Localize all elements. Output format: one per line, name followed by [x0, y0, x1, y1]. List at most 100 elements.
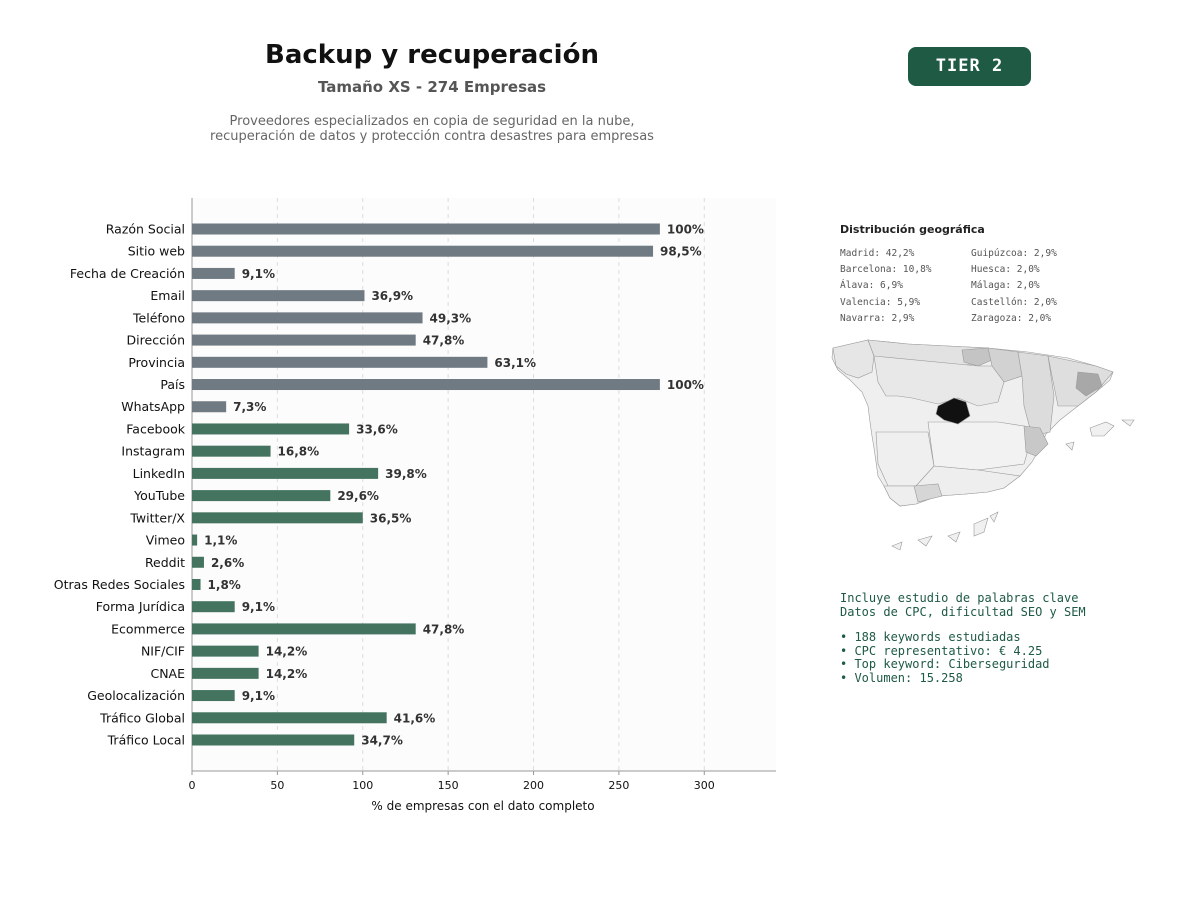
bar — [192, 312, 423, 324]
x-tick-label: 300 — [694, 779, 715, 792]
category-label: Forma Jurídica — [96, 599, 185, 614]
map-region-madrid — [935, 397, 971, 425]
data-label: 47,8% — [423, 334, 465, 348]
geo-item: Guipúzcoa: 2,9% — [971, 248, 1057, 259]
bar — [192, 356, 488, 368]
page-description: Proveedores especializados en copia de s… — [182, 114, 682, 144]
category-label: Instagram — [121, 444, 185, 459]
data-label: 9,1% — [242, 689, 275, 703]
bar — [192, 712, 387, 724]
category-label: Vimeo — [146, 533, 185, 548]
category-label: CNAE — [150, 666, 185, 681]
map-region-mallorca — [1089, 421, 1115, 437]
geo-item: Barcelona: 10,8% — [840, 264, 932, 276]
data-label: 14,2% — [266, 645, 308, 659]
category-label: Razón Social — [106, 222, 185, 237]
map-region-malaga — [913, 483, 943, 503]
category-label: País — [160, 377, 185, 392]
bar — [192, 734, 355, 746]
data-label: 1,8% — [208, 578, 241, 592]
bar — [192, 379, 660, 391]
category-label: Otras Redes Sociales — [54, 577, 185, 592]
data-label: 49,3% — [430, 311, 472, 325]
geo-list-col2: Guipúzcoa: 2,9% Huesca: 2,0% Málaga: 2,0… — [971, 246, 1057, 327]
geo-title: Distribución geográfica — [840, 223, 985, 236]
map-region-menorca — [1121, 419, 1135, 427]
category-label: Facebook — [126, 421, 185, 436]
keyword-bullet: • Volumen: 15.258 — [840, 670, 963, 685]
data-label: 100% — [667, 223, 704, 237]
map-region-galicia — [832, 339, 875, 379]
description-line: recuperación de datos y protección contr… — [210, 129, 654, 144]
geo-item: Castellón: 2,0% — [971, 296, 1057, 308]
data-label: 36,5% — [370, 511, 412, 525]
data-label: 14,2% — [266, 667, 308, 681]
keyword-bullet: • Top keyword: Ciberseguridad — [840, 657, 1050, 671]
geo-item: Valencia: 5,9% — [840, 296, 921, 308]
bar — [192, 556, 204, 568]
keyword-line: Datos de CPC, dificultad SEO y SEM — [840, 604, 1086, 619]
description-line: Proveedores especializados en copia de s… — [229, 114, 635, 129]
map-region-basque — [961, 347, 993, 367]
tier-badge: TIER 2 — [908, 47, 1031, 86]
x-tick-label: 200 — [523, 779, 544, 792]
category-label: Fecha de Creación — [70, 266, 185, 281]
bar — [192, 490, 331, 502]
x-tick-label: 0 — [189, 779, 196, 792]
data-label: 39,8% — [385, 467, 427, 481]
data-label: 63,1% — [494, 356, 536, 370]
bar — [192, 534, 198, 546]
bar — [192, 512, 363, 524]
category-label: NIF/CIF — [141, 644, 185, 659]
bar — [192, 623, 416, 635]
x-tick-label: 150 — [438, 779, 459, 792]
category-label: Dirección — [127, 333, 185, 348]
data-label: 47,8% — [423, 622, 465, 636]
bar — [192, 601, 235, 613]
geo-item: Navarra: 2,9% — [840, 312, 915, 324]
category-label: YouTube — [133, 488, 185, 503]
geo-item: Huesca: 2,0% — [971, 264, 1040, 276]
keyword-bullet: • CPC representativo: € 4.25 — [840, 643, 1043, 658]
map-region-barcelona — [1075, 371, 1103, 397]
geo-item: Madrid: 42,2% — [840, 248, 915, 259]
category-label: Email — [150, 288, 185, 303]
bar — [192, 467, 379, 479]
category-label: Provincia — [128, 355, 185, 370]
data-label: 9,1% — [242, 600, 275, 614]
map-region-castilla-mancha — [927, 421, 1033, 471]
bar — [192, 445, 271, 457]
map-region-valencia — [1023, 425, 1049, 457]
geo-item: Málaga: 2,0% — [971, 280, 1040, 292]
bar — [192, 290, 365, 302]
bar — [192, 401, 227, 413]
bar-chart: Razón Social 100% Sitio web 98,5% Fecha de C… — [54, 198, 776, 813]
page-subtitle: Tamaño XS - 274 Empresas — [317, 78, 547, 96]
category-label: Tráfico Global — [99, 710, 185, 725]
data-label: 16,8% — [278, 445, 320, 459]
data-label: 1,1% — [204, 534, 237, 548]
data-label: 33,6% — [356, 422, 398, 436]
bar — [192, 223, 660, 235]
map-region-ibiza — [1065, 441, 1075, 451]
data-label: 7,3% — [233, 400, 266, 414]
x-tick-label: 100 — [352, 779, 373, 792]
category-label: Twitter/X — [129, 510, 185, 525]
category-label: Geolocalización — [87, 688, 185, 703]
page-title: Backup y recuperación — [265, 40, 599, 70]
data-label: 100% — [667, 378, 704, 392]
category-label: Reddit — [145, 555, 185, 570]
spain-map — [831, 339, 1135, 551]
keyword-bullet: • 188 keywords estudiadas — [840, 630, 1021, 644]
x-axis-label: % de empresas con el dato completo — [371, 799, 594, 813]
category-label: LinkedIn — [133, 466, 185, 481]
bar — [192, 645, 259, 657]
keyword-study: Incluye estudio de palabras clave Datos … — [840, 591, 1086, 685]
x-tick-label: 50 — [270, 779, 284, 792]
data-label: 9,1% — [242, 267, 275, 281]
data-label: 34,7% — [361, 734, 403, 748]
data-label: 36,9% — [371, 289, 413, 303]
data-label: 98,5% — [660, 245, 702, 259]
category-label: Sitio web — [128, 244, 185, 259]
bar — [192, 690, 235, 702]
